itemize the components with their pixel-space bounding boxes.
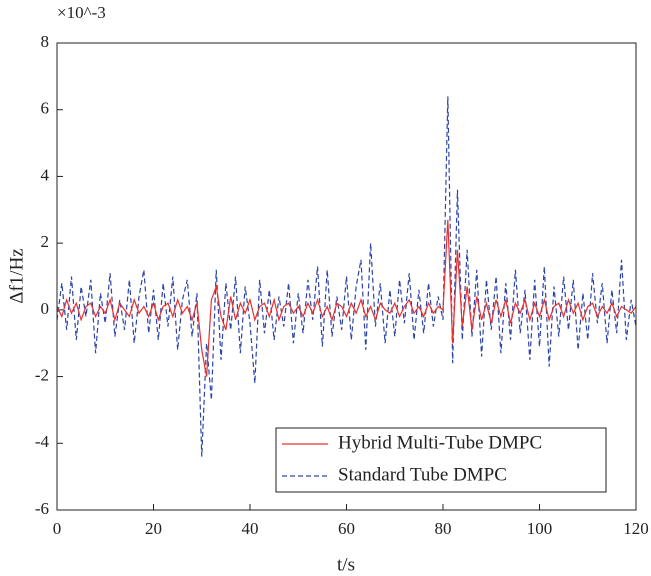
y-tick-label: 0 [41, 299, 50, 318]
series-line [56, 96, 637, 457]
legend-label: Standard Tube DMPC [338, 464, 507, 485]
y-tick-label: 4 [41, 165, 50, 184]
y-multiplier: ×10^-3 [57, 3, 106, 22]
x-tick-label: 120 [623, 519, 649, 538]
x-tick-label: 20 [145, 519, 162, 538]
y-tick-label: -2 [35, 365, 49, 384]
plot-frame [56, 42, 637, 511]
legend-box [275, 427, 607, 493]
legend-label: Hybrid Multi-Tube DMPC [338, 432, 542, 453]
y-tick-label: 2 [41, 232, 50, 251]
series-line [56, 219, 637, 377]
y-tick-label: 8 [41, 32, 50, 51]
y-tick-label: -4 [35, 432, 50, 451]
x-tick-label: 40 [242, 519, 259, 538]
x-tick-label: 80 [435, 519, 452, 538]
x-tick-label: 0 [53, 519, 62, 538]
y-axis-label: Δf1/Hz [6, 248, 27, 303]
x-axis-label: t/s [337, 554, 355, 575]
x-tick-label: 100 [527, 519, 553, 538]
y-tick-label: 6 [41, 99, 50, 118]
y-tick-label: -6 [35, 499, 49, 518]
x-tick-label: 60 [338, 519, 355, 538]
